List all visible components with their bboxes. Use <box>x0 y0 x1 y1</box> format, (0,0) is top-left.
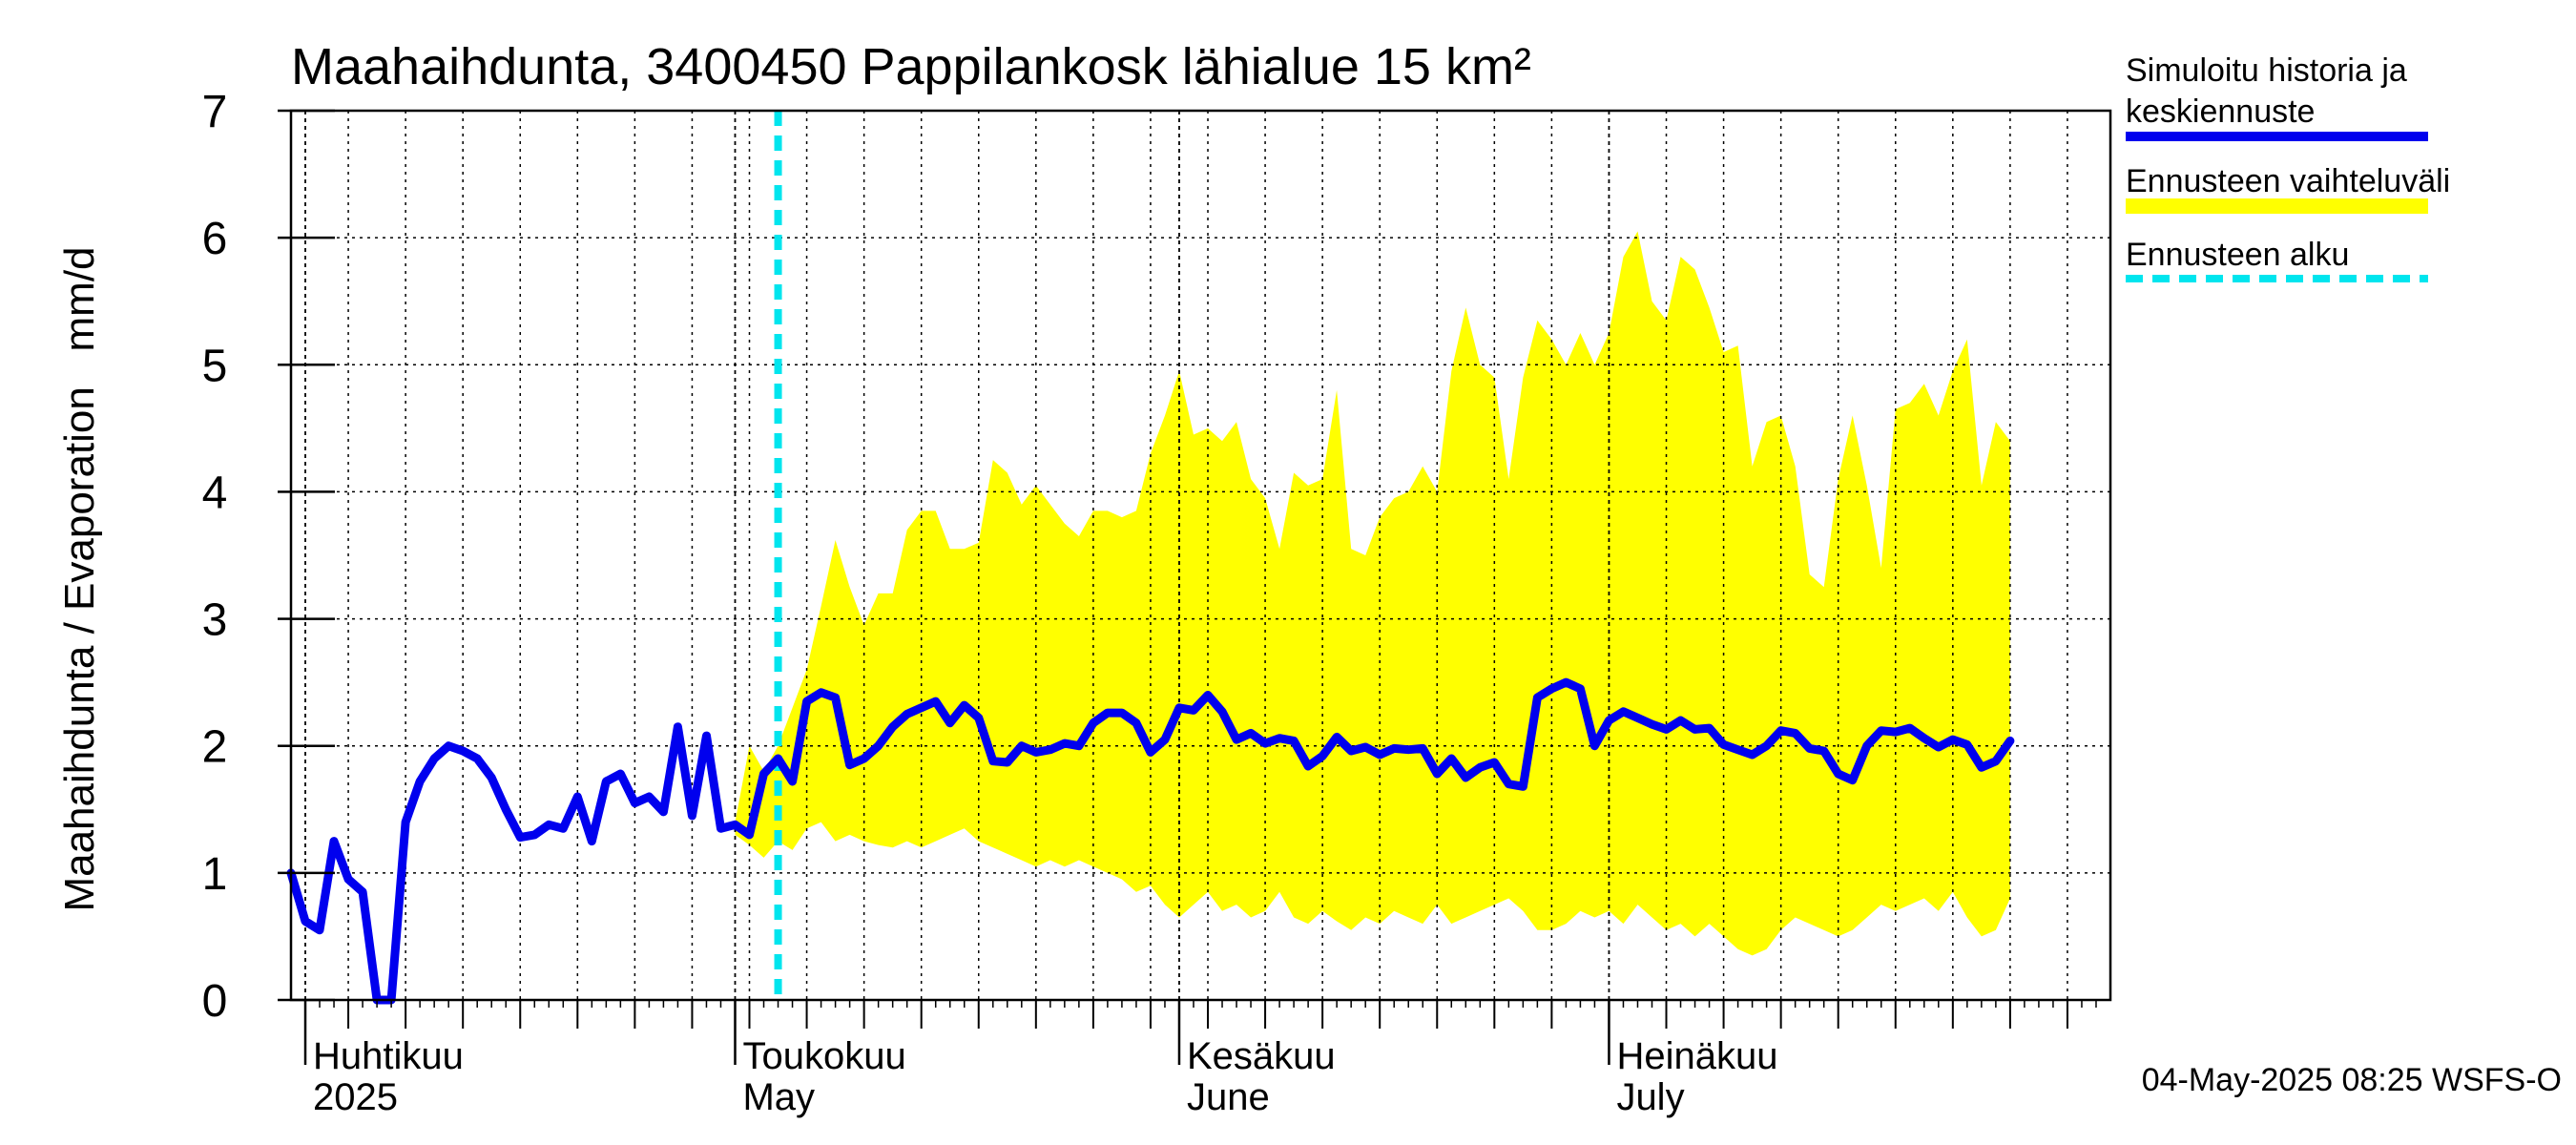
forecast-range-band <box>735 231 2010 956</box>
footer-timestamp: 04-May-2025 08:25 WSFS-O <box>2142 1062 2562 1098</box>
legend-label-range: Ennusteen vaihteluväli <box>2126 163 2450 199</box>
mean-series-line <box>286 677 2015 1005</box>
y-tick-label-5: 5 <box>202 341 228 391</box>
x-month-label-en-2: June <box>1187 1076 1270 1118</box>
legend: Simuloitu historia ja keskiennuste Ennus… <box>2126 52 2450 282</box>
x-month-label-fi-0: Huhtikuu <box>313 1035 464 1077</box>
legend-label-history-line-2: keskiennuste <box>2126 94 2315 130</box>
y-tick-label-6: 6 <box>202 214 228 264</box>
y-tick-label-0: 0 <box>202 976 228 1027</box>
forecast-range-area <box>735 231 2010 956</box>
history-and-mean-line <box>286 677 2015 1005</box>
chart-title: Maahaihdunta, 3400450 Pappilankosk lähia… <box>291 38 1531 95</box>
plot-border <box>289 109 2112 1002</box>
x-month-label-fi-1: Toukokuu <box>742 1035 905 1077</box>
y-tick-label-4: 4 <box>202 468 228 518</box>
legend-label-history-line-1: Simuloitu historia ja <box>2126 52 2407 89</box>
x-month-label-en-3: July <box>1616 1076 1684 1118</box>
y-axis-ticks: 0 1 2 3 4 5 6 7 <box>202 87 335 1027</box>
x-month-label-fi-3: Heinäkuu <box>1616 1035 1777 1077</box>
x-month-label-en-1: May <box>742 1076 815 1118</box>
y-tick-label-3: 3 <box>202 595 228 646</box>
grid-lines <box>291 111 2110 1000</box>
y-axis-label: Maahaihdunta / Evaporation mm/d <box>56 246 103 911</box>
y-tick-label-2: 2 <box>202 722 228 773</box>
x-month-label-en-0: 2025 <box>313 1076 398 1118</box>
x-month-label-fi-2: Kesäkuu <box>1187 1035 1336 1077</box>
y-tick-label-1: 1 <box>202 849 228 900</box>
legend-label-forecast-start: Ennusteen alku <box>2126 237 2349 273</box>
plot-frame <box>289 109 2112 1002</box>
y-tick-label-7: 7 <box>202 87 228 137</box>
